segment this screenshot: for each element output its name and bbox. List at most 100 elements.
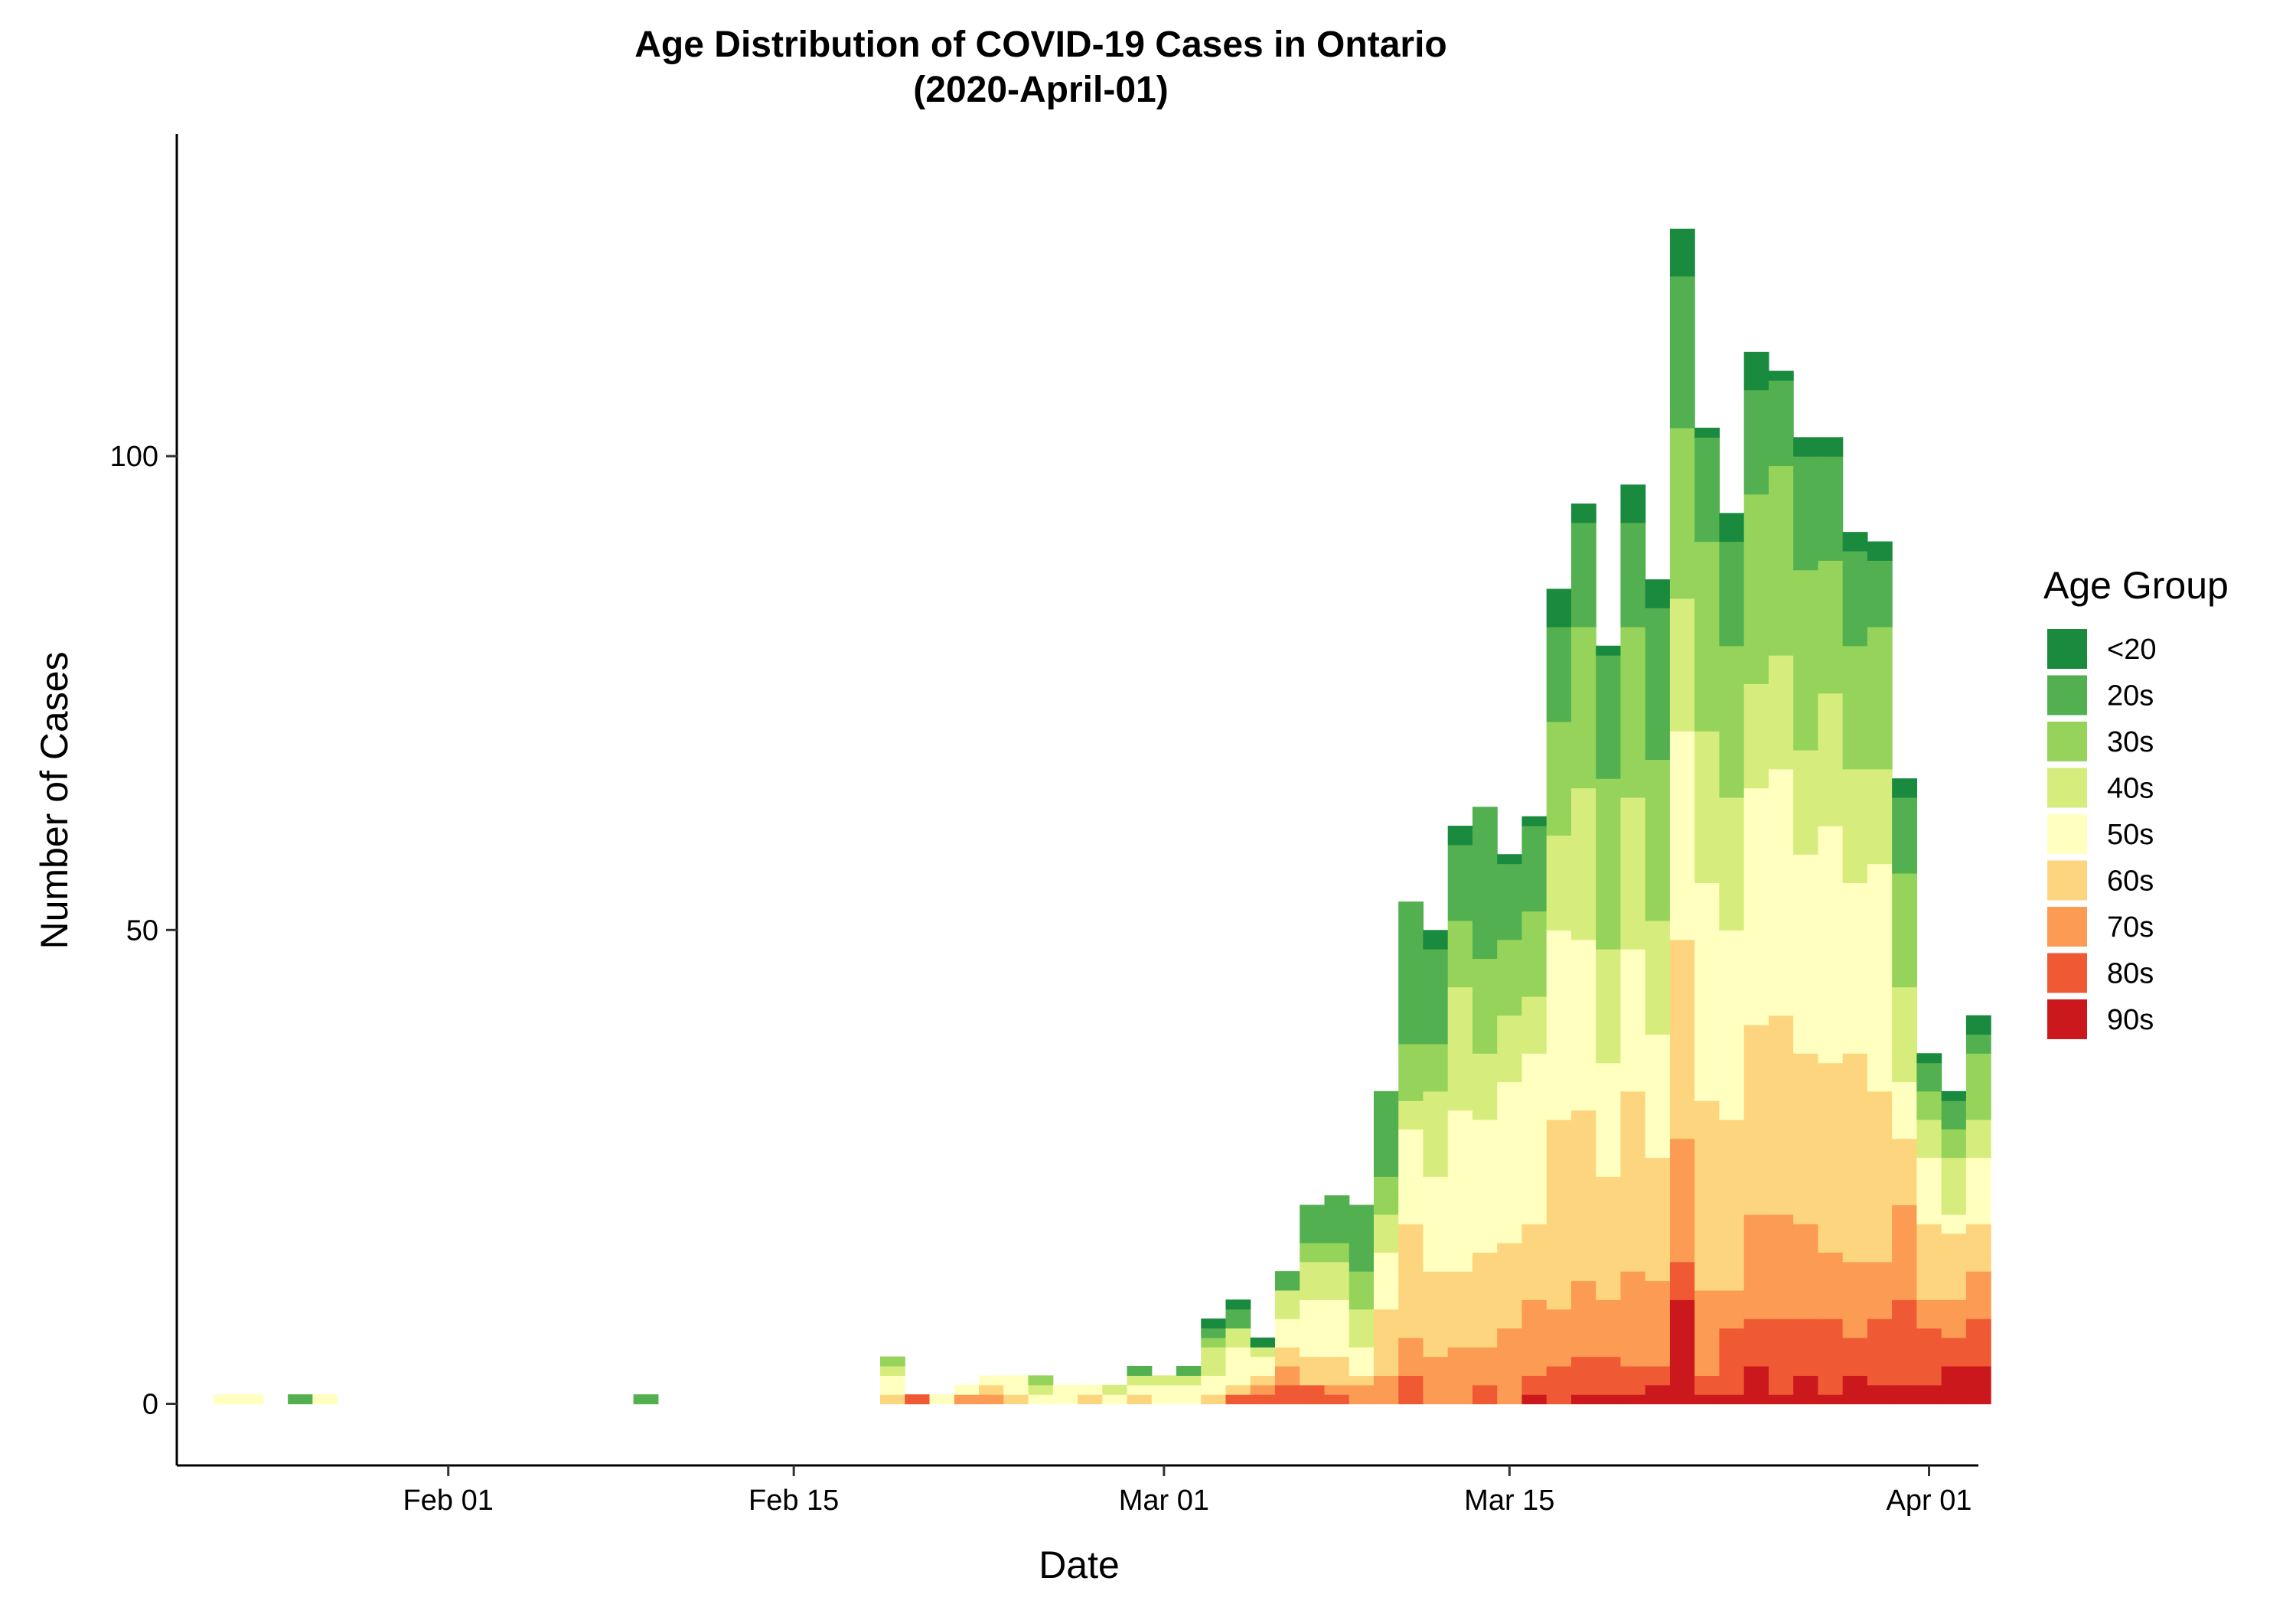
bar-segment [1793, 569, 1818, 751]
bar-segment [1373, 1176, 1399, 1215]
bar-segment [1324, 1242, 1350, 1263]
bar-segment [1793, 749, 1818, 855]
legend-label: 30s [2107, 726, 2154, 758]
legend-key [2047, 860, 2087, 901]
bar-segment [1596, 949, 1622, 1064]
bar-segment [1596, 1176, 1622, 1300]
bar-segment [1818, 456, 1844, 561]
bar-segment [1645, 1157, 1671, 1282]
bar-segment [1916, 1299, 1942, 1329]
bar-segment [1398, 1375, 1424, 1405]
bar-segment [1620, 1365, 1646, 1395]
bar-segment [1300, 1261, 1326, 1300]
legend-key [2047, 814, 2087, 854]
bar-segment [1423, 1043, 1449, 1092]
bar-segment [1201, 1347, 1227, 1376]
bar-segment [1324, 1356, 1350, 1386]
bar-segment [1916, 1053, 1942, 1064]
bar-segment [1028, 1384, 1054, 1395]
bar-segment [1694, 1289, 1720, 1376]
x-tick-label: Apr 01 [1887, 1485, 1972, 1517]
bar-segment [1078, 1394, 1103, 1405]
bar-segment [1324, 1394, 1350, 1405]
bar-segment [1719, 1289, 1745, 1329]
bar-segment [1620, 626, 1646, 798]
bar-segment [1373, 1252, 1399, 1310]
bar-segment [1719, 930, 1745, 1120]
legend-label: 20s [2107, 680, 2154, 712]
bar-segment [979, 1375, 1004, 1386]
bar-segment [1398, 1043, 1424, 1101]
bar-segment [1818, 1394, 1844, 1405]
bar-segment [1521, 1224, 1548, 1300]
bar-segment [1546, 721, 1572, 836]
bar-segment [1867, 1090, 1893, 1263]
bar-segment [880, 1394, 905, 1405]
plot-area [214, 228, 1991, 1405]
bar-segment [1892, 797, 1917, 874]
bar-segment [1645, 579, 1671, 608]
bar-segment [1941, 1214, 1967, 1234]
y-axis-label: Number of Cases [33, 651, 76, 949]
bar-segment [1916, 1224, 1942, 1300]
bar-segment [1497, 1328, 1523, 1405]
bar-segment [1349, 1204, 1375, 1272]
bar-segment [979, 1394, 1004, 1405]
bar-segment [1867, 541, 1893, 561]
x-axis: Feb 01 Feb 15 Mar 01 Mar 15 Apr 01 [177, 1464, 1978, 1517]
chart-title: Age Distribution of COVID-19 Cases in On… [634, 24, 1446, 65]
bar-segment [1521, 826, 1548, 912]
bar-segment [1694, 541, 1720, 732]
bar-segment [1694, 437, 1720, 543]
bar-segment [1768, 1015, 1794, 1215]
bar-segment [1596, 778, 1622, 950]
bar-segment [1300, 1384, 1326, 1405]
bar-segment [1645, 920, 1671, 1035]
bar-segment [1719, 645, 1745, 798]
bar-segment [1669, 1138, 1695, 1263]
bar-segment [1127, 1384, 1153, 1395]
legend: Age Group <20 20s 30s 40s 50s 60s 70s 80s 90s [2043, 564, 2229, 1039]
bar-segment [1965, 1053, 1991, 1120]
bar-segment [1201, 1337, 1227, 1348]
bar-segment [1373, 1309, 1399, 1376]
bar-segment [1645, 1384, 1671, 1405]
bar-segment [1793, 1224, 1818, 1319]
bar-segment [1398, 1337, 1424, 1376]
bar-segment [1546, 835, 1572, 931]
bar-segment [1694, 1394, 1720, 1405]
x-axis-label: Date [1039, 1543, 1120, 1586]
bar-segment [1669, 731, 1695, 940]
bar-segment [1052, 1384, 1078, 1405]
bar-segment [1867, 1319, 1893, 1386]
bar-segment [1842, 1261, 1868, 1338]
bar-segment [1965, 1157, 1991, 1224]
bar-segment [1645, 759, 1671, 921]
bar-segment [1324, 1261, 1350, 1300]
bar-segment [633, 1394, 659, 1405]
bar-segment [1941, 1157, 1967, 1215]
bar-segment [1300, 1204, 1326, 1244]
x-tick-label: Feb 15 [748, 1485, 839, 1517]
bar-segment [1596, 655, 1622, 779]
bar-segment [1743, 1025, 1769, 1215]
bar-segment [929, 1394, 955, 1405]
bar-segment [1694, 1375, 1720, 1395]
bar-segment [1620, 1271, 1646, 1367]
legend-key [2047, 768, 2087, 808]
bar-segment [1423, 1356, 1449, 1405]
bar-segment [1867, 863, 1893, 1092]
bar-segment [1842, 1337, 1868, 1376]
bar-segment [1669, 1299, 1695, 1405]
bar-segment [1620, 949, 1646, 1092]
bar-segment [1324, 1299, 1350, 1358]
bar-segment [312, 1394, 338, 1405]
bar-segment [1274, 1289, 1300, 1319]
bar-segment [1916, 1119, 1942, 1159]
bar-segment [1916, 1384, 1942, 1405]
bar-segment [1300, 1299, 1326, 1358]
bar-segment [1916, 1328, 1942, 1386]
bar-segment [905, 1394, 931, 1405]
bar-segment [1842, 768, 1868, 883]
bar-segment [1965, 1365, 1991, 1405]
